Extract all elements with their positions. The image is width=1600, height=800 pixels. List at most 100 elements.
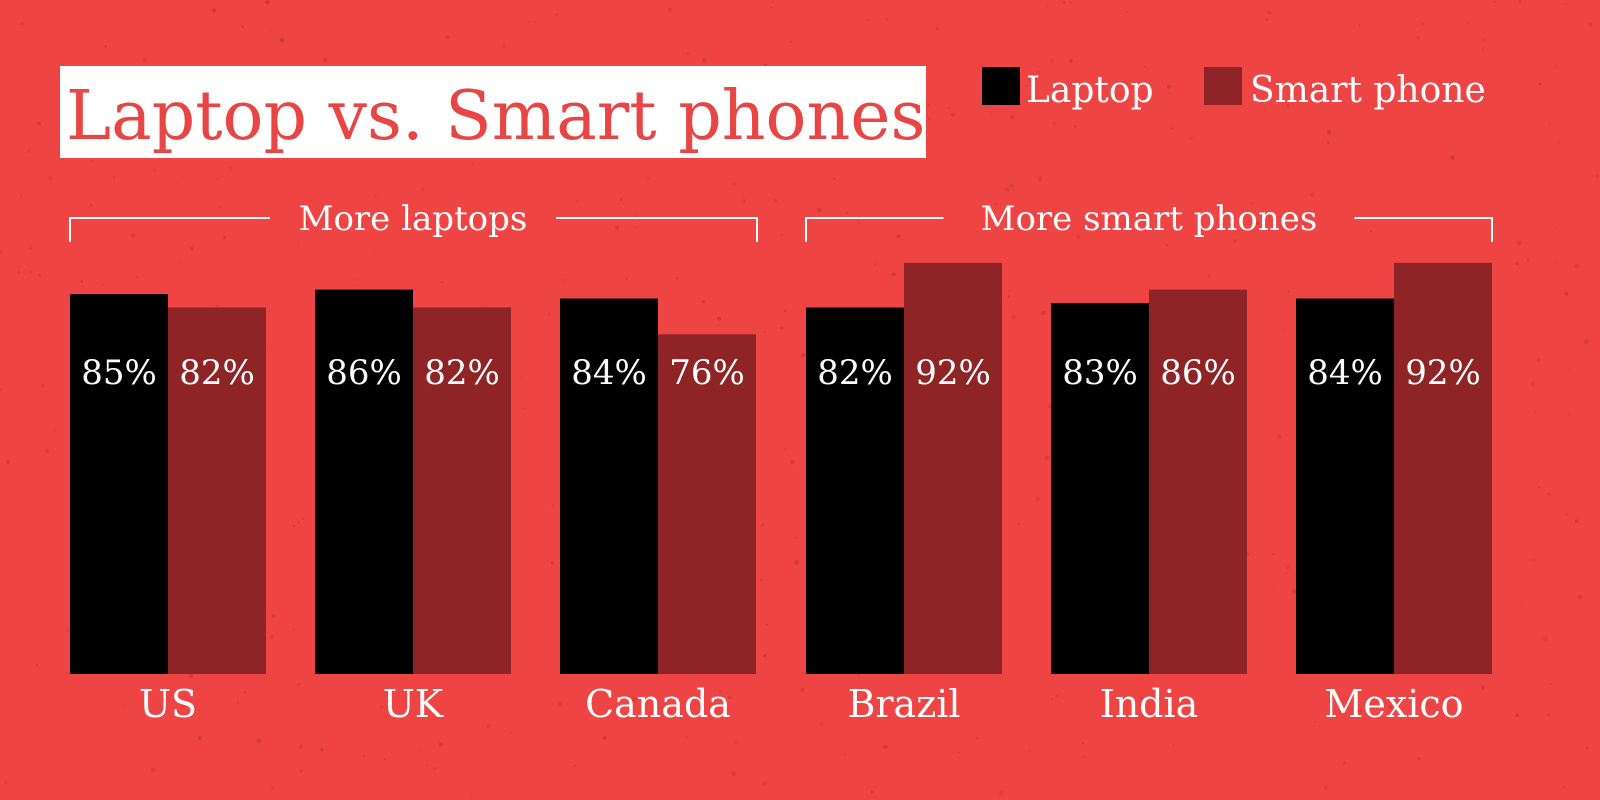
speckle bbox=[1055, 694, 1058, 697]
data-label-smartphone-mexico: 92% bbox=[1405, 353, 1481, 393]
speckle bbox=[1165, 244, 1169, 247]
speckle bbox=[883, 744, 888, 749]
data-label-smartphone-uk: 82% bbox=[424, 353, 500, 393]
speckle bbox=[1543, 636, 1548, 642]
speckle bbox=[16, 270, 21, 275]
speckle bbox=[1493, 0, 1496, 4]
speckle bbox=[716, 316, 722, 321]
speckle bbox=[1173, 744, 1175, 747]
speckle bbox=[122, 703, 125, 706]
speckle bbox=[741, 199, 746, 204]
speckle bbox=[300, 769, 303, 772]
speckle bbox=[222, 235, 227, 240]
speckle bbox=[1036, 70, 1041, 74]
speckle bbox=[789, 459, 795, 465]
speckle bbox=[1519, 603, 1522, 606]
speckle bbox=[1062, 0, 1066, 4]
speckle bbox=[843, 753, 846, 756]
speckle bbox=[0, 388, 2, 392]
speckle bbox=[1554, 262, 1557, 264]
speckle bbox=[271, 786, 275, 791]
group-brackets: More laptops More smart phones bbox=[69, 199, 1493, 242]
speckle bbox=[783, 309, 787, 313]
bracket-left-1 bbox=[805, 217, 944, 242]
speckle bbox=[0, 249, 3, 254]
speckle bbox=[801, 352, 806, 358]
legend-label-smartphone: Smart phone bbox=[1250, 70, 1486, 111]
speckle bbox=[1272, 587, 1275, 590]
speckle bbox=[243, 690, 247, 694]
speckle bbox=[1568, 368, 1571, 371]
speckle bbox=[433, 766, 437, 771]
speckle bbox=[355, 278, 359, 282]
bar-laptop-canada bbox=[560, 298, 658, 674]
speckle bbox=[510, 731, 513, 734]
speckle bbox=[90, 159, 93, 162]
speckle bbox=[417, 215, 420, 219]
speckle bbox=[528, 21, 530, 23]
bar-smartphone-brazil bbox=[904, 262, 1002, 674]
speckle bbox=[135, 275, 139, 279]
speckle bbox=[994, 202, 998, 206]
speckle bbox=[30, 270, 33, 274]
speckle bbox=[1547, 492, 1551, 496]
data-labels: 85% 82% 86% 82% 84% 76% 82% 92% 83% 86% 84% 92% bbox=[81, 353, 1481, 393]
speckle bbox=[101, 283, 104, 286]
speckle bbox=[6, 459, 11, 465]
speckle bbox=[45, 449, 49, 453]
speckle bbox=[20, 22, 24, 26]
speckle bbox=[1246, 553, 1250, 556]
speckle bbox=[1017, 522, 1021, 526]
speckle bbox=[947, 106, 951, 110]
bar-smartphone-uk bbox=[413, 307, 511, 674]
speckle bbox=[380, 705, 384, 709]
speckle bbox=[1481, 686, 1485, 691]
bar-laptop-india bbox=[1051, 303, 1149, 674]
speckle bbox=[1028, 750, 1031, 753]
speckle bbox=[4, 780, 8, 785]
speckle bbox=[152, 167, 157, 172]
speckle bbox=[1370, 230, 1373, 233]
speckle bbox=[374, 195, 377, 199]
speckle bbox=[523, 407, 526, 410]
speckle bbox=[439, 742, 443, 747]
bar-smartphone-mexico bbox=[1394, 262, 1492, 674]
speckle bbox=[218, 204, 222, 209]
speckle bbox=[789, 40, 792, 43]
speckle bbox=[1076, 234, 1081, 239]
speckle bbox=[1518, 0, 1522, 3]
speckle bbox=[935, 27, 940, 31]
speckle bbox=[718, 689, 722, 693]
speckle bbox=[1011, 314, 1016, 320]
speckle bbox=[440, 280, 444, 284]
bar-smartphone-india bbox=[1149, 289, 1247, 674]
speckle bbox=[1358, 24, 1361, 26]
speckle bbox=[857, 221, 861, 225]
speckle bbox=[1272, 553, 1275, 555]
speckle bbox=[237, 701, 239, 704]
speckle bbox=[1037, 176, 1043, 182]
speckle bbox=[1263, 108, 1266, 111]
speckle bbox=[37, 273, 42, 278]
speckle bbox=[470, 798, 472, 800]
speckle bbox=[1453, 694, 1457, 698]
speckle bbox=[1139, 696, 1143, 700]
speckle bbox=[676, 277, 679, 280]
speckle bbox=[686, 52, 689, 55]
speckle bbox=[817, 207, 822, 213]
speckle bbox=[958, 751, 961, 754]
speckle bbox=[1516, 240, 1522, 246]
speckle bbox=[1050, 698, 1054, 701]
speckle bbox=[1314, 721, 1317, 724]
speckle bbox=[298, 744, 303, 749]
speckle bbox=[486, 724, 491, 728]
speckle bbox=[1548, 123, 1552, 127]
data-label-smartphone-brazil: 92% bbox=[915, 353, 991, 393]
speckle bbox=[1562, 785, 1565, 789]
speckle bbox=[1081, 742, 1085, 745]
speckle bbox=[1287, 290, 1290, 293]
speckle bbox=[1166, 84, 1171, 89]
speckle bbox=[1534, 410, 1537, 413]
